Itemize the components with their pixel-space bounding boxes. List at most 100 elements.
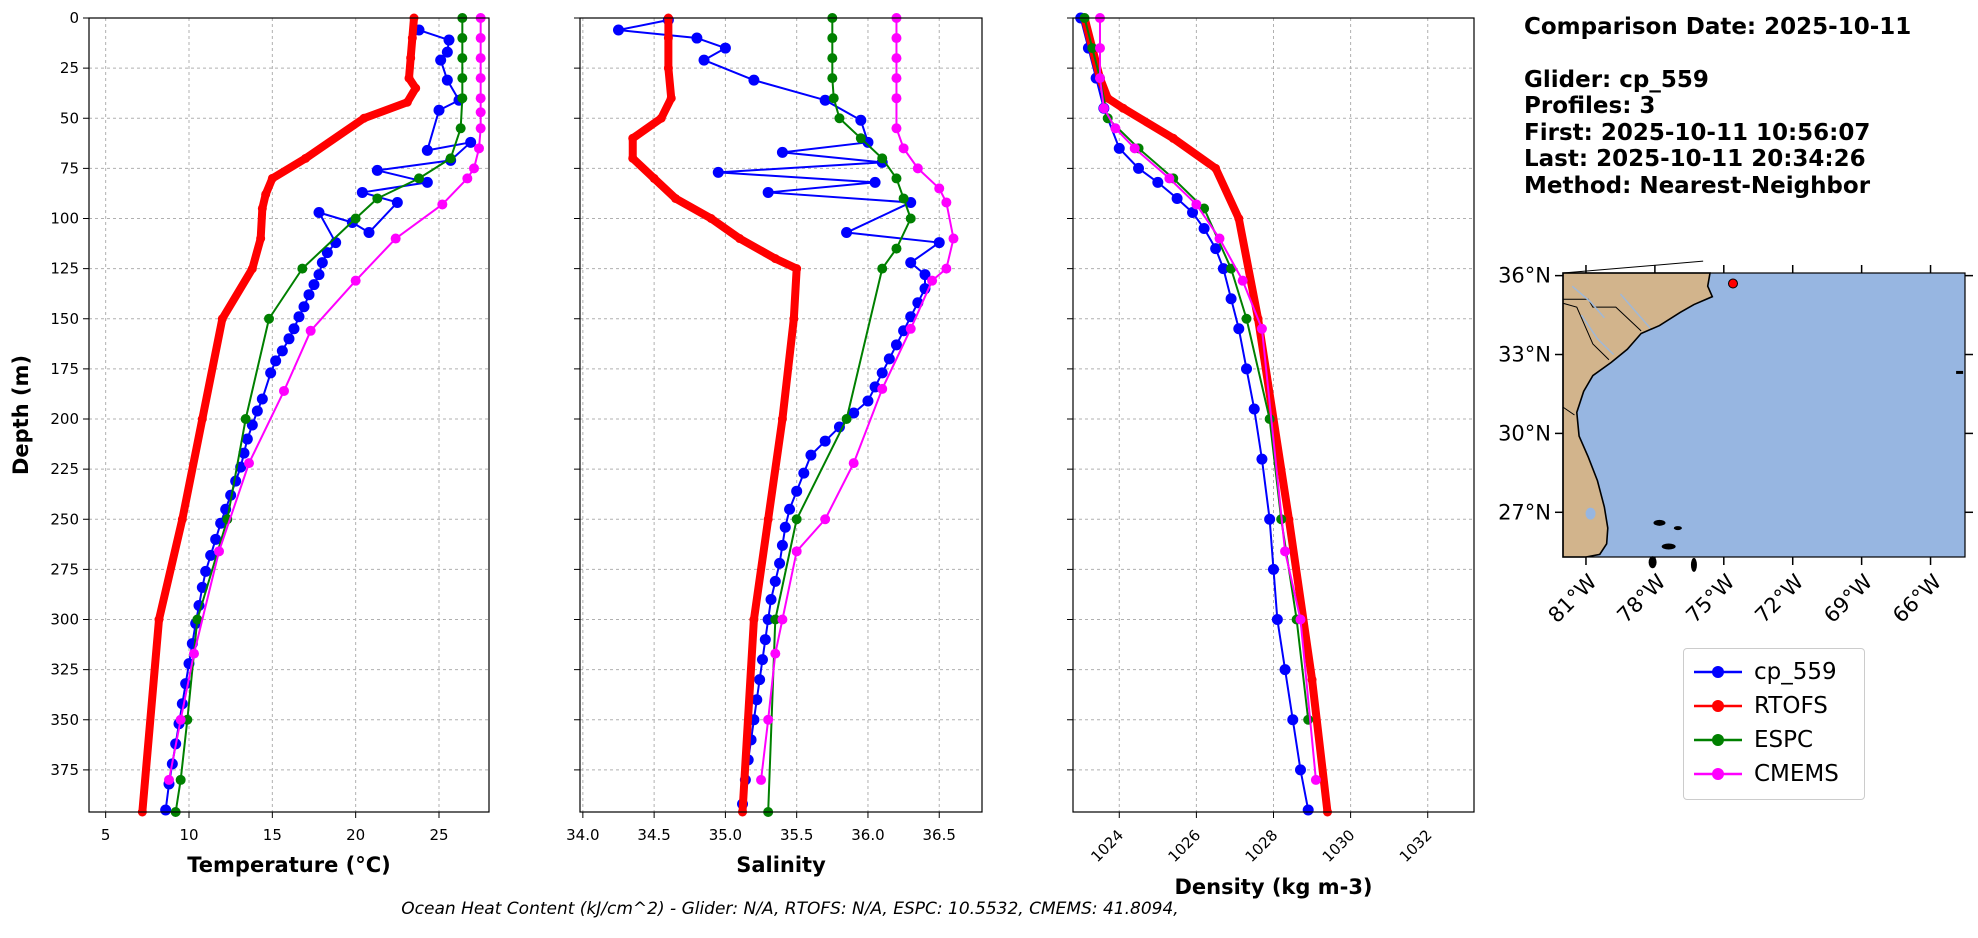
data-point-cp559 [391,196,403,208]
data-point-cp559 [762,186,774,198]
data-point-cp559 [712,166,724,178]
data-point-cmems [469,163,479,174]
series-line-espc [767,18,912,813]
info-spacer [1524,41,1911,67]
data-point-cmems [189,648,199,659]
data-point-rtofs [628,133,638,143]
data-point-rtofs [197,414,207,424]
data-point-cp559 [774,557,786,569]
glider-position-marker [1727,278,1738,289]
data-point-rtofs [247,264,257,274]
series-line-cp559 [1079,17,1310,811]
legend-swatch-rtofs [1694,700,1742,712]
data-point-rtofs [749,615,759,625]
data-point-cp559 [798,467,810,479]
data-point-espc [455,123,466,134]
data-point-cp559 [905,257,917,269]
temperature-axis-label: Temperature (°C) [187,853,390,877]
data-point-cp559 [751,694,763,706]
data-point-cp559 [762,614,774,626]
data-point-cp559 [321,247,333,259]
data-point-cp559 [748,74,760,86]
x-tick-label: 1028 [1242,826,1282,866]
data-point-rtofs [1103,93,1113,103]
data-point-espc [350,213,361,224]
data-point-cp559 [276,345,288,357]
data-point-cp559 [363,227,375,239]
data-point-rtofs [649,173,659,183]
data-point-espc [240,414,251,425]
data-point-rtofs [1234,214,1244,224]
data-point-cp559 [805,449,817,461]
data-point-cp559 [238,447,250,459]
data-point-espc [1303,714,1314,725]
x-tick-label: 15 [263,826,282,844]
data-point-espc [445,153,456,164]
data-point-espc [192,614,203,625]
data-point-cp559 [1241,363,1253,375]
legend-label-espc: ESPC [1754,727,1814,753]
map-river [1619,293,1651,329]
data-point-rtofs [154,615,164,625]
data-point-rtofs [789,314,799,324]
data-point-rtofs [411,83,421,93]
data-point-cp559 [841,227,853,239]
temperature-panel: 0 25 50 75 100 125 150 175 200 225 250 275 300 325 350… [9,9,490,877]
data-point-cp559 [1133,162,1145,174]
map-state-border [1562,260,1704,274]
data-point-cmems [390,233,401,244]
data-point-rtofs [671,193,681,203]
data-point-cmems [475,107,486,118]
data-point-cmems [763,714,774,725]
x-tick-label: 35.5 [780,826,813,844]
map-lon-label: 75°W [1681,569,1739,627]
map-lon-label: 69°W [1819,569,1877,627]
x-tick-label: 1030 [1319,826,1359,866]
data-point-cp559 [776,146,788,158]
data-point-cmems [279,385,289,396]
data-point-cp559 [1294,764,1306,776]
y-tick-label: 250 [50,510,79,528]
data-point-cmems [475,53,486,64]
data-point-rtofs [706,214,716,224]
map-state-border [1563,298,1642,332]
data-point-cp559 [210,533,222,545]
data-point-espc [827,73,838,84]
data-point-espc [827,33,838,44]
data-point-cmems [1295,614,1306,625]
data-point-cp559 [691,32,703,44]
data-point-cp559 [225,489,237,501]
data-point-espc [1264,414,1275,425]
map-island-bermuda [1956,370,1964,374]
data-point-rtofs [792,264,802,274]
data-point-cp559 [754,674,766,686]
ocean-heat-content-footer: Ocean Heat Content (kJ/cm^2) - Glider: N… [401,899,1179,919]
data-point-cp559 [308,279,320,291]
x-tick-label: 36.5 [923,826,956,844]
data-point-cp559 [316,257,328,269]
data-point-cp559 [283,333,295,345]
data-point-cmems [1098,103,1109,114]
glider-name-text: Glider: cp_559 [1524,66,1709,93]
data-point-cp559 [293,311,305,323]
data-point-rtofs [261,189,271,199]
data-point-cp559 [441,46,453,58]
data-point-cp559 [1152,176,1164,188]
series-line-espc [174,18,464,813]
legend-label-cp559: cp_559 [1754,659,1837,685]
plot-frame [579,17,983,813]
data-point-cp559 [890,339,902,351]
data-point-cmems [898,143,909,154]
y-tick-label: 175 [50,360,79,378]
series-line-cp559 [617,19,941,805]
data-point-rtofs [406,53,416,63]
data-point-cp559 [160,804,172,816]
data-point-rtofs [1118,103,1128,113]
data-point-cp559 [330,237,342,249]
data-point-cp559 [905,311,917,323]
series-line-rtofs [628,18,801,813]
data-point-cmems [1094,73,1105,84]
data-point-cp559 [443,34,455,46]
data-point-espc [905,213,916,224]
data-point-cp559 [1210,243,1222,255]
